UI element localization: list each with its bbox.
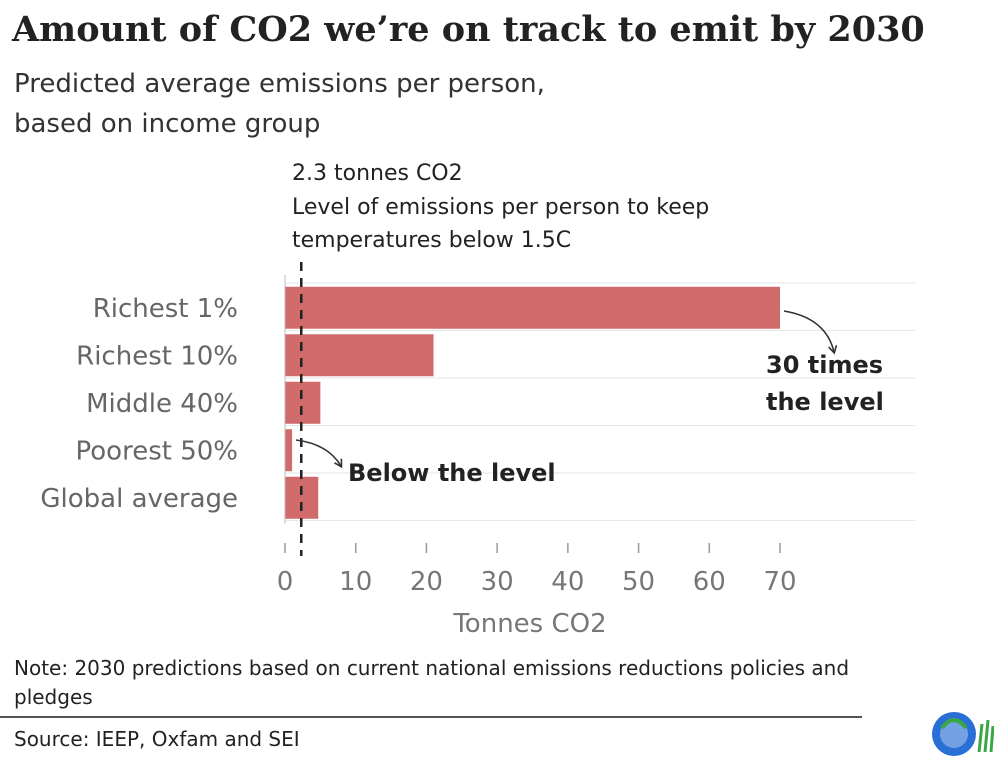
bar [285,334,434,377]
x-axis: 0 10 20 30 40 50 60 70 [277,275,797,597]
bar [285,476,319,519]
bar-chart: Richest 1% Richest 10% Middle 40% Poorest 5… [40,161,915,639]
category-label: Global average [40,484,238,514]
x-tick-label: 60 [693,567,726,597]
chart-title: Amount of CO2 we’re on track to emit by … [12,9,925,50]
callout-bottom: Below the level [348,459,556,487]
category-label: Poorest 50% [76,436,238,466]
x-axis-label: Tonnes CO2 [452,609,606,639]
x-tick-label: 50 [622,567,655,597]
subtitle-line: based on income group [14,109,321,139]
category-label: Richest 10% [76,341,238,371]
grid-lines [285,282,915,521]
chart-source: Source: IEEP, Oxfam and SEI [14,727,300,751]
reference-annotation-line: temperatures below 1.5C [292,228,571,253]
callout-top-arrow [783,310,838,355]
category-label: Middle 40% [86,389,238,419]
reference-annotation-line: Level of emissions per person to keep [292,195,709,220]
chart-subtitle: Predicted average emissions per person, … [14,64,714,144]
bar [285,429,293,472]
x-tick-label: 20 [410,567,443,597]
bars: Richest 1% Richest 10% Middle 40% Poorest 5… [40,286,780,519]
x-tick-label: 70 [763,567,796,597]
x-tick-label: 10 [339,567,372,597]
x-tick-label: 0 [277,567,294,597]
x-tick-label: 40 [551,567,584,597]
chart-note: Note: 2030 predictions based on current … [14,656,850,709]
subtitle-line: Predicted average emissions per person, [14,69,545,99]
watermark-logo [932,712,994,756]
callout-top-line: 30 times [766,351,883,379]
bar [285,286,780,329]
reference-annotation-line: 2.3 tonnes CO2 [292,161,463,186]
x-tick-label: 30 [481,567,514,597]
category-label: Richest 1% [93,294,238,324]
callout-top-line: the level [766,388,884,416]
divider [0,716,862,718]
bar [285,381,321,424]
callout-bottom-arrow [295,439,343,469]
